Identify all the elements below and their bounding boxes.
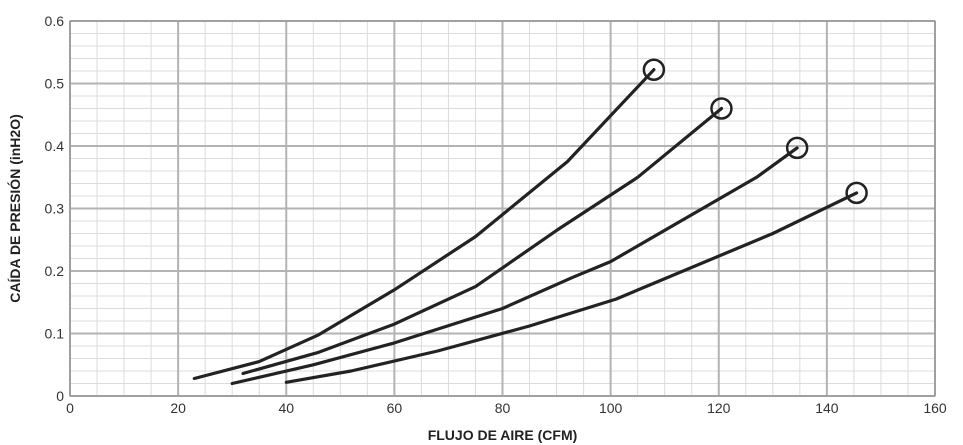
- y-tick-label: 0.6: [45, 13, 65, 29]
- x-tick-label: 20: [170, 400, 186, 416]
- series-end-marker-3: [785, 136, 809, 160]
- y-tick-labels: 0 0.1 0.2 0.3 0.4 0.5 0.6: [45, 13, 65, 404]
- series-line-2: [241, 106, 724, 376]
- major-grid: [69, 20, 936, 397]
- series-layer: [192, 58, 868, 386]
- series-end-marker-4: [845, 181, 868, 205]
- y-axis-title: CAÍDA DE PRESIÓN (inH2O): [6, 114, 23, 303]
- series-line-3: [230, 146, 799, 386]
- x-axis-title: FLUJO DE AIRE (CFM): [428, 427, 578, 443]
- y-tick-label: 0.1: [45, 326, 65, 342]
- series-line-1: [192, 68, 656, 381]
- y-tick-label: 0.4: [45, 138, 65, 154]
- series-line-4: [284, 191, 859, 384]
- x-tick-label: 0: [66, 400, 74, 416]
- y-tick-label: 0.3: [45, 201, 65, 217]
- y-tick-label: 0.5: [45, 76, 65, 92]
- x-tick-label: 40: [278, 400, 294, 416]
- series-end-marker-2: [710, 97, 733, 120]
- x-tick-labels: 0 20 40 60 80 100 120 140 160: [66, 400, 947, 416]
- y-tick-label: 0: [56, 388, 64, 404]
- x-tick-label: 60: [387, 400, 403, 416]
- series-end-marker-1: [642, 58, 666, 81]
- x-tick-label: 160: [923, 400, 947, 416]
- y-tick-label: 0.2: [45, 263, 65, 279]
- x-tick-label: 100: [599, 400, 623, 416]
- plot-frame: [69, 20, 936, 397]
- x-tick-label: 140: [815, 400, 839, 416]
- x-tick-label: 120: [707, 400, 731, 416]
- x-tick-label: 80: [495, 400, 511, 416]
